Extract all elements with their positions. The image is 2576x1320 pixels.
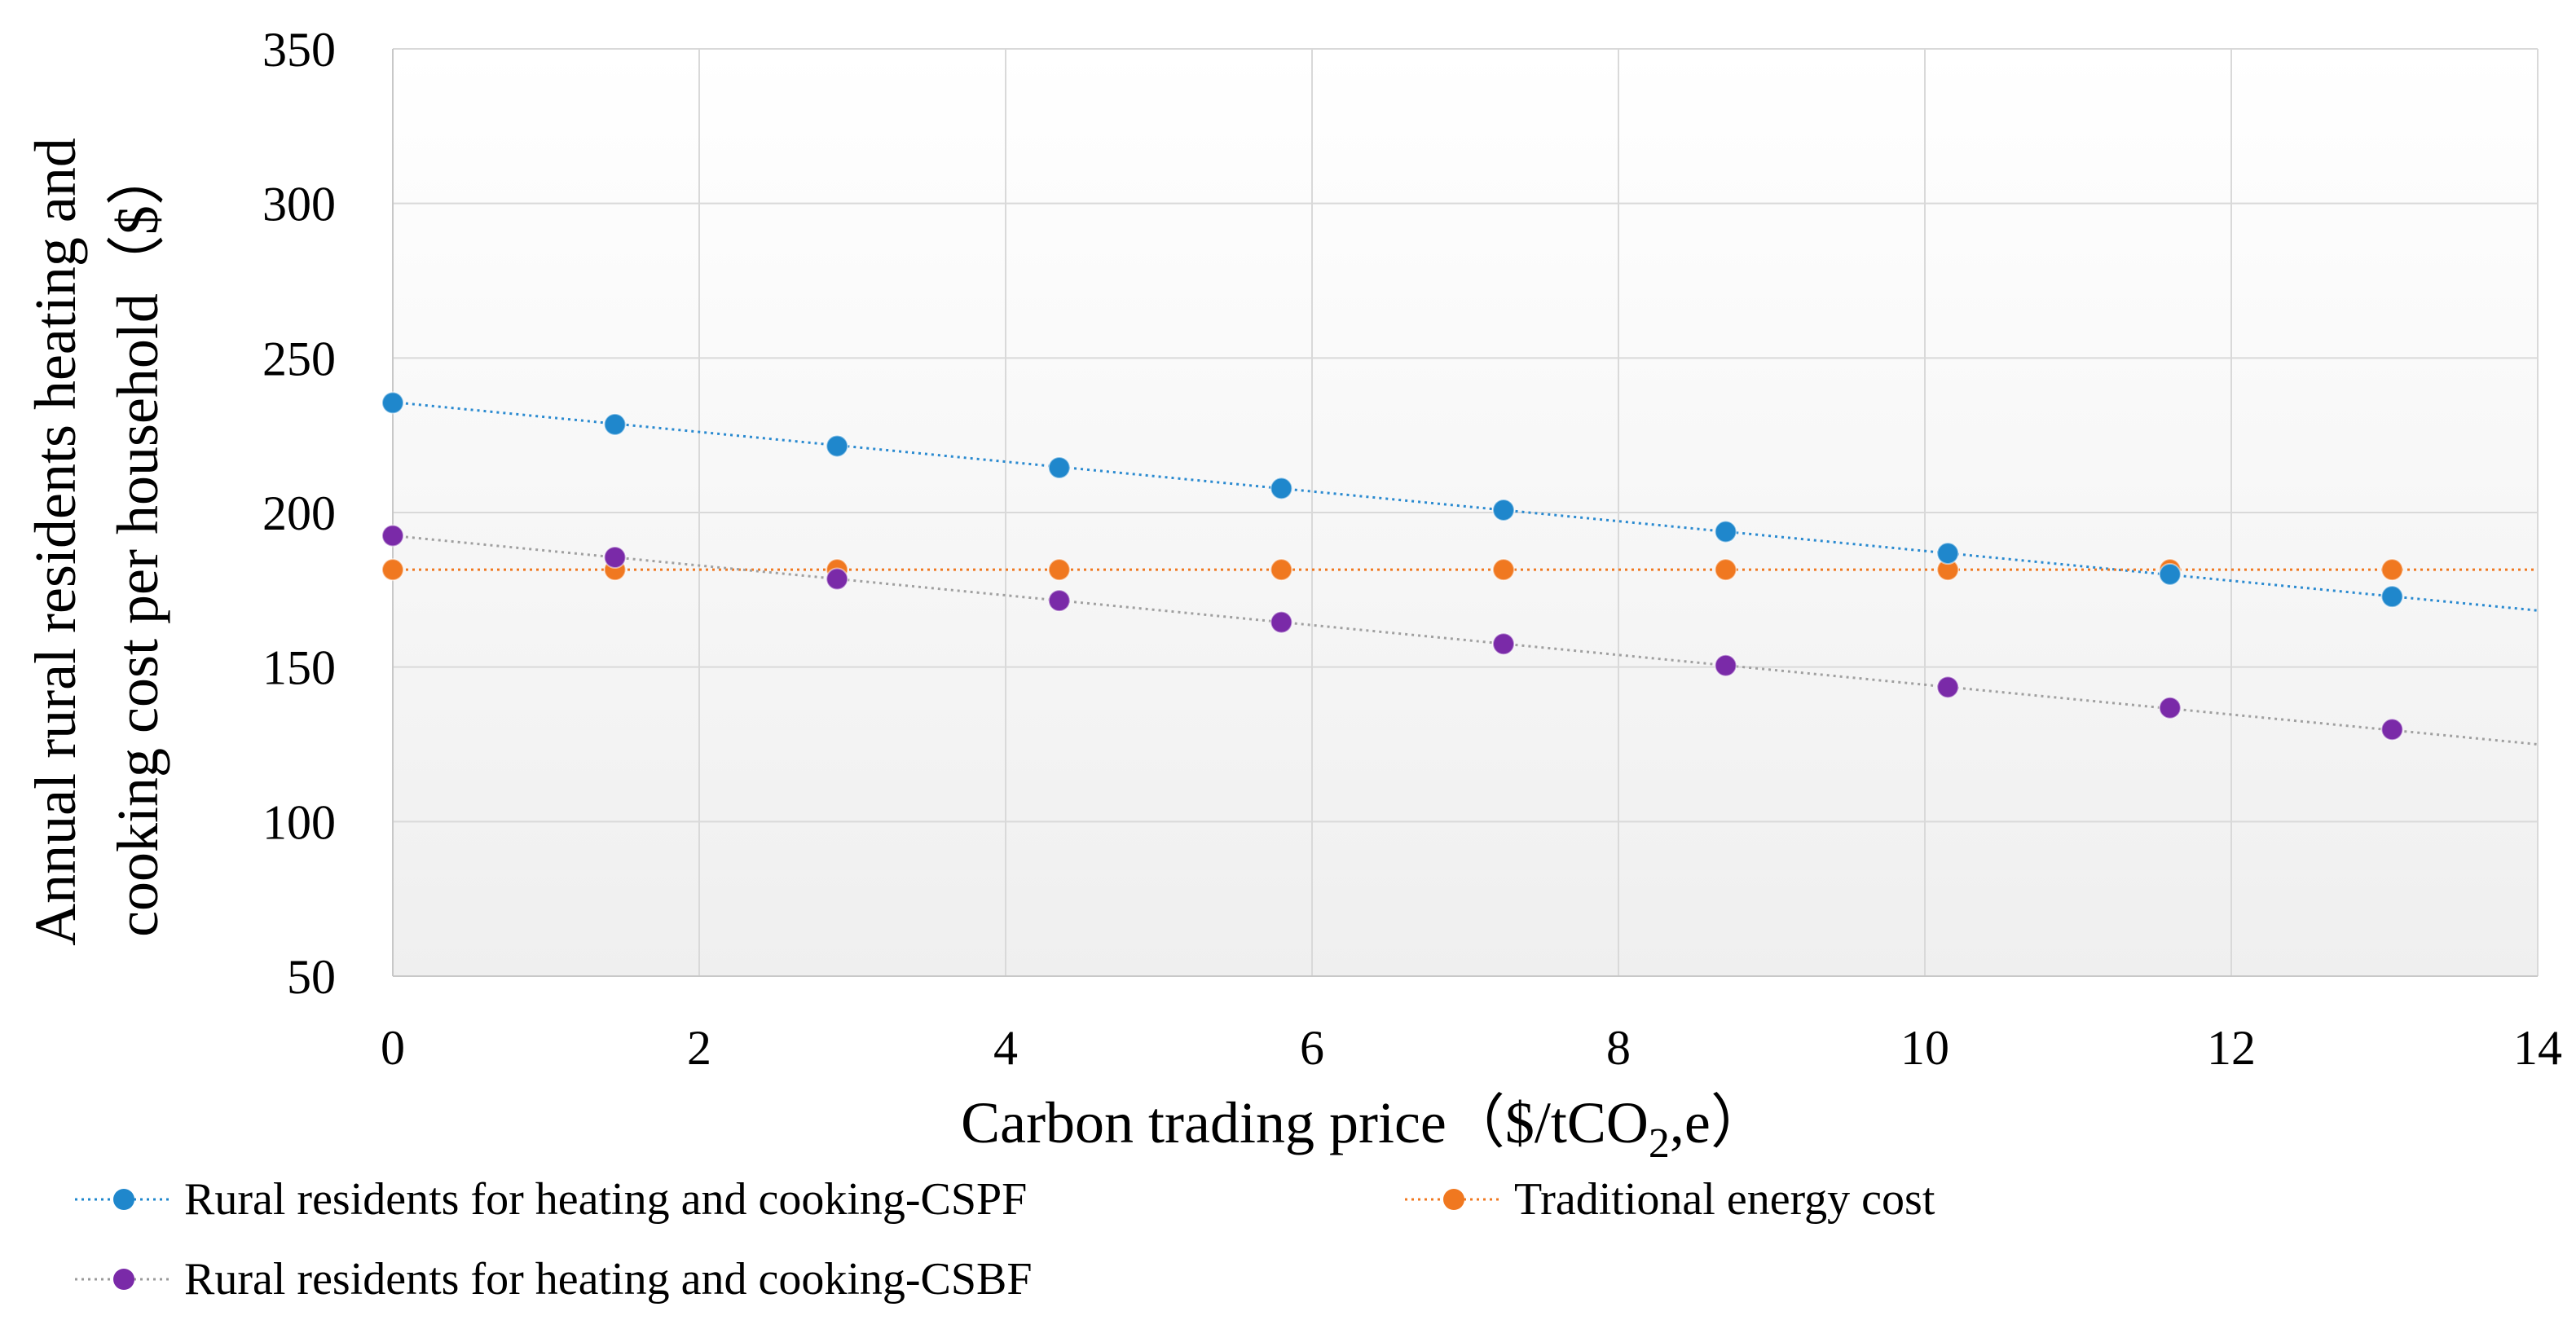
y-tick-label: 200: [262, 486, 336, 540]
legend-marker-csbf: [113, 1269, 134, 1290]
grid-layer: [393, 48, 2539, 976]
x-tick-label: 14: [2513, 1021, 2562, 1075]
point-traditional-energy-cost: [2380, 558, 2404, 582]
x-tick-label: 8: [1606, 1021, 1631, 1075]
point-rural-residents-for-heating-and-cooking-csbf: [381, 524, 404, 548]
point-traditional-energy-cost: [381, 558, 404, 582]
x-tick-label: 2: [687, 1021, 711, 1075]
legend-marker-cspf: [113, 1189, 134, 1210]
y-tick-label: 350: [262, 23, 336, 77]
point-rural-residents-for-heating-and-cooking-csbf: [1492, 632, 1515, 656]
x-tick-label: 0: [381, 1021, 405, 1075]
point-rural-residents-for-heating-and-cooking-csbf: [2380, 718, 2404, 741]
x-tick-label: 4: [993, 1021, 1018, 1075]
legend-marker-traditional: [1443, 1189, 1464, 1210]
legend-label-cspf: Rural residents for heating and cooking-…: [184, 1174, 1027, 1225]
point-traditional-energy-cost: [1047, 558, 1071, 582]
point-rural-residents-for-heating-and-cooking-csbf: [1047, 589, 1071, 613]
trendline-rural-residents-for-heating-and-cooking-cspf: [392, 401, 2539, 612]
y-tick-label: 50: [287, 950, 336, 1004]
point-traditional-energy-cost: [1270, 558, 1293, 582]
point-traditional-energy-cost: [1492, 558, 1515, 582]
point-rural-residents-for-heating-and-cooking-csbf: [2158, 696, 2182, 719]
y-axis-title-line-2: cooking cost per household（$）: [105, 147, 170, 937]
point-rural-residents-for-heating-and-cooking-csbf: [826, 567, 849, 591]
x-tick-label: 10: [1900, 1021, 1949, 1075]
point-rural-residents-for-heating-and-cooking-cspf: [1936, 542, 1960, 565]
axis-layer: 50 100 150 200 250 300 350 0 2 4 6 8 10 12 14: [262, 23, 2562, 1075]
point-rural-residents-for-heating-and-cooking-cspf: [1047, 455, 1071, 479]
legend-label-traditional: Traditional energy cost: [1514, 1174, 1935, 1225]
x-tick-label: 12: [2207, 1021, 2256, 1075]
point-rural-residents-for-heating-and-cooking-csbf: [1936, 675, 1960, 699]
point-rural-residents-for-heating-and-cooking-cspf: [2158, 562, 2182, 586]
legend-item-traditional: Traditional energy cost: [1405, 1174, 1935, 1225]
point-rural-residents-for-heating-and-cooking-csbf: [1270, 610, 1293, 634]
y-tick-label: 150: [262, 641, 336, 695]
point-rural-residents-for-heating-and-cooking-cspf: [381, 391, 404, 415]
x-axis-title: Carbon trading price（$/tCO2,e）: [961, 1090, 1769, 1167]
point-rural-residents-for-heating-and-cooking-cspf: [1714, 520, 1737, 543]
y-axis-title-line-1: Annual rural residents heating and: [23, 138, 88, 946]
point-rural-residents-for-heating-and-cooking-cspf: [1492, 498, 1515, 521]
y-tick-label: 300: [262, 178, 336, 231]
legend-label-csbf: Rural residents for heating and cooking-…: [184, 1254, 1033, 1305]
point-rural-residents-for-heating-and-cooking-cspf: [1270, 477, 1293, 500]
x-tick-label: 6: [1300, 1021, 1324, 1075]
point-rural-residents-for-heating-and-cooking-csbf: [603, 546, 627, 570]
legend-item-csbf: Rural residents for heating and cooking-…: [75, 1254, 1033, 1305]
legend-item-cspf: Rural residents for heating and cooking-…: [75, 1174, 1027, 1225]
trendline-rural-residents-for-heating-and-cooking-csbf: [392, 534, 2539, 746]
point-rural-residents-for-heating-and-cooking-csbf: [1714, 653, 1737, 677]
y-tick-label: 100: [262, 795, 336, 849]
points-layer: [381, 391, 2404, 741]
point-traditional-energy-cost: [1714, 558, 1737, 582]
point-rural-residents-for-heating-and-cooking-cspf: [603, 412, 627, 436]
point-rural-residents-for-heating-and-cooking-cspf: [826, 434, 849, 458]
point-rural-residents-for-heating-and-cooking-cspf: [2380, 585, 2404, 609]
y-tick-label: 250: [262, 332, 336, 385]
legend: Rural residents for heating and cooking-…: [75, 1174, 1935, 1305]
